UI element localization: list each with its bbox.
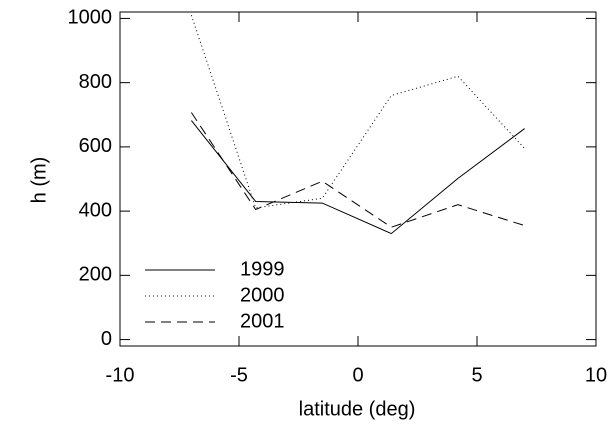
x-tick-label: -10	[106, 364, 135, 386]
y-tick-label: 1000	[68, 7, 113, 29]
x-tick-label: 0	[352, 364, 363, 386]
y-axis-label: h (m)	[28, 157, 50, 204]
legend-label: 1999	[240, 258, 285, 280]
data-line	[190, 112, 525, 228]
legend-label: 2001	[240, 310, 285, 332]
legend-label: 2000	[240, 284, 285, 306]
x-tick-label: -5	[230, 364, 248, 386]
y-tick-label: 600	[79, 135, 112, 157]
y-tick-label: 0	[101, 328, 112, 350]
y-tick-label: 200	[79, 264, 112, 286]
y-tick-label: 800	[79, 71, 112, 93]
data-line	[190, 15, 525, 209]
y-tick-label: 400	[79, 199, 112, 221]
x-tick-label: 5	[471, 364, 482, 386]
x-axis-label: latitude (deg)	[299, 398, 416, 420]
x-tick-label: 10	[585, 364, 607, 386]
plot-frame	[119, 11, 597, 347]
data-line	[191, 120, 525, 235]
